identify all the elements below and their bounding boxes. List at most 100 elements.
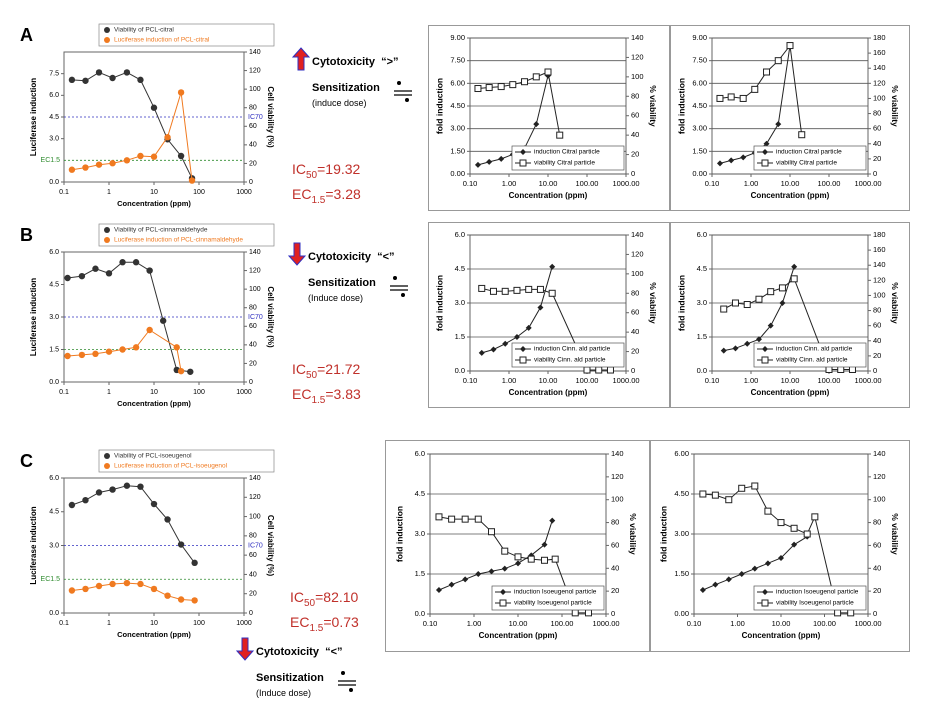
- data-point: [448, 515, 456, 523]
- legend-box: [753, 145, 867, 171]
- cytotoxicity-block: Cytotoxicity “<”: [256, 645, 343, 660]
- data-point: [847, 609, 855, 617]
- data-point: [777, 519, 785, 527]
- y2-tick-label: 100: [873, 93, 886, 102]
- y-tick-label: 1.5: [415, 569, 425, 578]
- data-point: [137, 152, 144, 160]
- symbol-dot: [405, 98, 409, 102]
- sensitization-symbol: [394, 81, 412, 102]
- symbol-dot: [397, 81, 401, 85]
- panel-label: C: [20, 451, 33, 471]
- legend-box: [511, 342, 625, 368]
- ec-sub: 1.5: [311, 394, 326, 406]
- y-axis-label: Luciferase induction: [29, 506, 38, 584]
- data-point: [109, 160, 116, 167]
- data-point: [188, 177, 196, 184]
- legend-label: viability Citral particle: [534, 160, 595, 167]
- y-tick-label: 1.5: [697, 332, 707, 341]
- ic-label: IC: [292, 361, 306, 377]
- y2-tick-label: 100: [249, 513, 261, 520]
- y-tick-label: 3.0: [697, 298, 707, 307]
- x-axis-label: Concentration (ppm): [479, 631, 558, 640]
- data-point: [68, 501, 76, 509]
- legend-label: viability Citral particle: [776, 160, 837, 167]
- series: [699, 482, 855, 617]
- chart: 0.0 3.0 4.5 6.0 7.5 0 20 40 60 80 100 120 140 0.1 1 10 1…: [20, 23, 275, 208]
- x-axis-label: Concentration (ppm): [509, 191, 588, 200]
- y-tick-label: 9.00: [450, 33, 465, 42]
- y-tick-label: 0.0: [49, 179, 59, 186]
- series: [720, 275, 856, 373]
- legend-label: induction Isoeugenol particle: [776, 589, 859, 596]
- series: [64, 326, 185, 375]
- y2-tick-label: 40: [631, 327, 639, 336]
- data-point: [488, 528, 496, 536]
- data-point: [109, 486, 116, 493]
- y-axis-label: fold induction: [676, 275, 686, 331]
- y2-tick-label: 140: [873, 63, 886, 72]
- series: [68, 482, 198, 567]
- y2-tick-label: 60: [249, 552, 257, 559]
- data-point: [725, 496, 733, 504]
- x-tick-label: 1.00: [744, 376, 759, 385]
- data-point: [751, 565, 758, 572]
- legend-label: Viability of PCL-cinnamaldehyde: [114, 227, 208, 234]
- series-line: [438, 520, 553, 591]
- y2-tick-label: 120: [873, 78, 886, 87]
- data-point: [536, 285, 544, 293]
- y2-tick-label: 100: [249, 86, 261, 93]
- data-point: [515, 560, 521, 567]
- series-line: [723, 277, 853, 370]
- y2-tick-label: 40: [631, 130, 639, 139]
- data-point: [105, 270, 113, 277]
- data-point: [109, 74, 116, 82]
- symbol-dot: [401, 293, 405, 297]
- y2-tick-label: 100: [631, 72, 644, 81]
- x-tick-label: 1000.00: [854, 619, 881, 628]
- legend-label: viability Cinn. ald particle: [776, 357, 848, 364]
- symbol-dot: [393, 276, 397, 280]
- ic-label: IC: [292, 161, 306, 177]
- legend-label: induction Citral particle: [534, 149, 600, 156]
- sensitization-label: Sensitization: [308, 277, 376, 289]
- data-point: [191, 597, 198, 604]
- data-point: [798, 131, 806, 139]
- y2-tick-label: 80: [873, 306, 881, 315]
- data-point: [739, 94, 747, 102]
- ic-sub: 50: [304, 597, 316, 609]
- y2-tick-label: 140: [249, 49, 261, 56]
- data-point: [146, 326, 153, 334]
- data-point: [497, 83, 505, 91]
- y-tick-label: 4.5: [49, 509, 59, 516]
- x-axis-label: Concentration (ppm): [117, 630, 191, 639]
- legend-label: Luciferase induction of PCL-isoeugenol: [114, 463, 228, 470]
- series: [716, 42, 806, 139]
- data-point: [177, 152, 185, 160]
- y2-tick-label: 140: [631, 33, 644, 42]
- ic-value: =19.32: [317, 161, 361, 177]
- data-point: [606, 366, 614, 374]
- data-point: [525, 324, 532, 331]
- y2-tick-label: 80: [611, 518, 619, 527]
- data-point: [137, 483, 144, 490]
- series-line: [71, 71, 193, 179]
- y-tick-label: 6.0: [49, 475, 59, 482]
- reference-label: IC70: [248, 314, 263, 321]
- data-point: [571, 609, 579, 617]
- data-point: [123, 69, 131, 76]
- data-point: [540, 556, 548, 564]
- y-tick-label: 4.50: [674, 489, 689, 498]
- legend-marker: [499, 599, 507, 607]
- x-axis-label: Concentration (ppm): [751, 388, 830, 397]
- y2-tick-label: 140: [873, 260, 886, 269]
- cytotoxicity-label: Cytotoxicity: [256, 646, 319, 658]
- y-tick-label: 7.50: [692, 56, 707, 65]
- panel-divider: [649, 440, 651, 652]
- y2-tick-label: 20: [631, 150, 639, 159]
- y-tick-label: 3.00: [674, 529, 689, 538]
- cytotoxicity-sign: “>”: [381, 56, 399, 68]
- x-tick-label: 1: [107, 389, 111, 396]
- data-point: [764, 507, 772, 515]
- x-tick-label: 1000.00: [854, 179, 881, 188]
